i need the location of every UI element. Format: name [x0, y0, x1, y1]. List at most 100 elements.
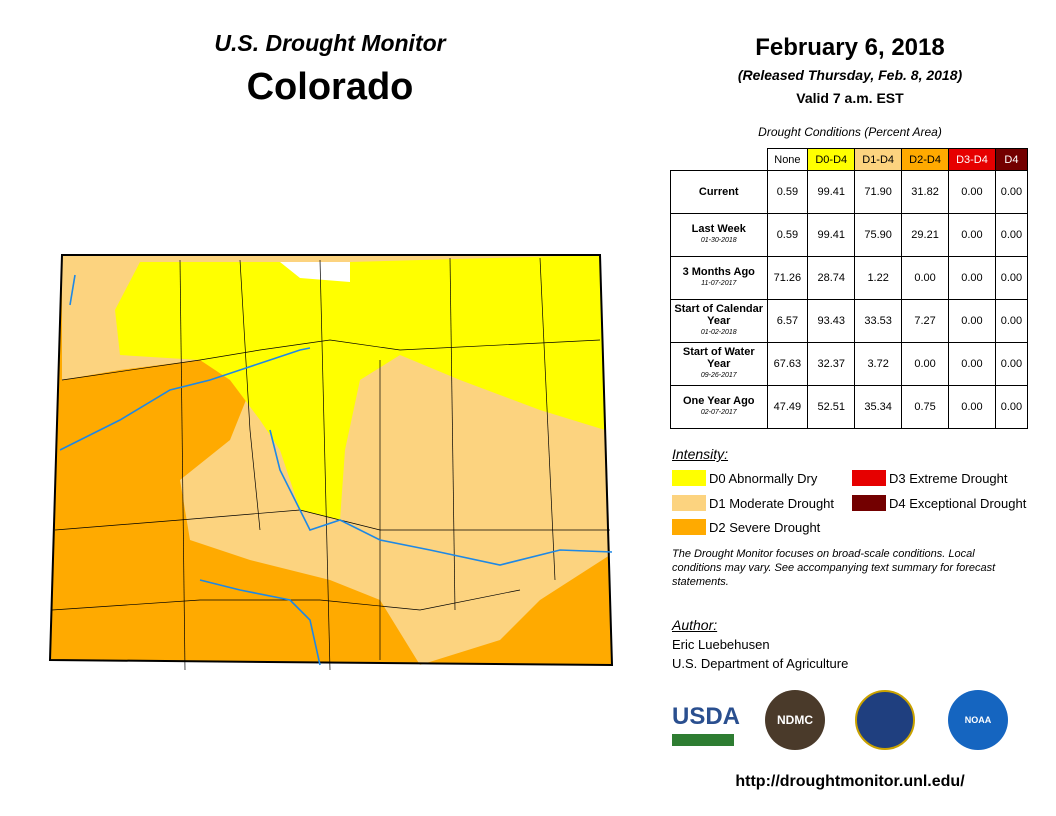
column-header: D2-D4 — [901, 148, 950, 171]
cell-value: 32.37 — [807, 342, 856, 386]
table-caption: Drought Conditions (Percent Area) — [758, 125, 942, 139]
cell-value: 0.00 — [994, 170, 1029, 214]
d0-area — [115, 255, 605, 520]
county-lines — [51, 257, 610, 671]
cell-value: 0.00 — [994, 342, 1029, 386]
cell-value: 0.00 — [994, 385, 1029, 429]
legend-swatch — [852, 495, 886, 511]
corner-cell — [671, 149, 768, 171]
cell-value: 0.00 — [948, 342, 996, 386]
cell-value: 31.82 — [901, 170, 950, 214]
author-name: Eric Luebehusen — [672, 637, 770, 652]
row-date: 01-30-2018 — [700, 237, 737, 244]
row-label-text: One Year Ago — [682, 395, 755, 407]
cell-value: 0.59 — [766, 213, 809, 257]
row-label-text: Current — [698, 186, 739, 198]
map — [48, 254, 614, 671]
legend-label: D2 Severe Drought — [709, 520, 821, 535]
cell-value: 0.00 — [948, 170, 996, 214]
cell-value: 71.26 — [766, 256, 809, 300]
cell-value: 28.74 — [807, 256, 856, 300]
legend-swatch — [852, 470, 886, 486]
cell-value: 93.43 — [807, 299, 856, 343]
cell-value: 0.00 — [948, 385, 996, 429]
state-outline — [48, 254, 614, 667]
cell-value: 47.49 — [766, 385, 809, 429]
row-label: Current — [670, 170, 768, 214]
legend-swatch — [672, 470, 706, 486]
row-date: 01-02-2018 — [700, 329, 737, 336]
author-title: Author: — [672, 617, 718, 633]
cell-value: 29.21 — [901, 213, 950, 257]
column-header: D0-D4 — [807, 148, 856, 171]
author-org: U.S. Department of Agriculture — [672, 656, 849, 671]
row-label-text: 3 Months Ago — [682, 266, 755, 278]
column-header: D1-D4 — [854, 148, 903, 171]
no-drought — [280, 262, 350, 282]
legend-swatch — [672, 519, 706, 535]
legend-label: D3 Extreme Drought — [889, 471, 1008, 486]
cell-value: 0.00 — [948, 213, 996, 257]
legend-title: Intensity: — [672, 446, 729, 462]
cell-value: 0.00 — [948, 256, 996, 300]
row-label: Start of Water Year 09-26-2017 — [670, 342, 768, 386]
cell-value: 67.63 — [766, 342, 809, 386]
cell-value: 99.41 — [807, 170, 856, 214]
row-date: 02-07-2017 — [700, 409, 737, 416]
cell-value: 0.00 — [994, 299, 1029, 343]
column-header: D4 — [994, 148, 1029, 171]
cell-value: 0.00 — [901, 256, 950, 300]
released: (Released Thursday, Feb. 8, 2018) — [737, 67, 963, 83]
cell-value: 35.34 — [854, 385, 903, 429]
usda-logo-field — [672, 734, 734, 746]
cell-value: 33.53 — [854, 299, 903, 343]
cell-value: 71.90 — [854, 170, 903, 214]
cell-value: 0.75 — [901, 385, 950, 429]
note: The Drought Monitor focuses on broad-sca… — [672, 548, 996, 588]
table-row: Start of Water Year 09-26-2017 67.63 32.37 3… — [670, 342, 1029, 386]
cell-value: 0.59 — [766, 170, 809, 214]
header-row: None D0-D4 D1-D4 D2-D4 D3-D4 D4 — [671, 148, 1029, 171]
usda-logo: USDA — [672, 703, 741, 730]
row-date: 09-26-2017 — [700, 372, 737, 379]
table-row: 3 Months Ago 11-07-2017 71.26 28.74 1.22 0.00… — [670, 256, 1029, 300]
doc-logo — [855, 690, 915, 750]
row-label: Start of Calendar Year 01-02-2018 — [670, 299, 768, 343]
row-label-text: Start of Calendar Year — [674, 303, 764, 327]
cell-value: 0.00 — [994, 256, 1029, 300]
legend-label: D4 Exceptional Drought — [889, 496, 1027, 511]
column-header: D3-D4 — [948, 148, 996, 171]
date: February 6, 2018 — [755, 34, 945, 61]
row-label: 3 Months Ago 11-07-2017 — [670, 256, 768, 300]
legend-label: D0 Abnormally Dry — [709, 471, 818, 486]
cell-value: 6.57 — [766, 299, 809, 343]
state: Colorado — [246, 66, 414, 108]
table-row: Start of Calendar Year 01-02-2018 6.57 93.4… — [670, 299, 1029, 343]
row-date: 11-07-2017 — [701, 280, 737, 287]
row-label-text: Start of Water Year — [682, 346, 755, 370]
table-row: Current 0.59 99.41 71.90 31.82 0.00 0.00 — [670, 170, 1029, 214]
cell-value: 7.27 — [901, 299, 950, 343]
cell-value: 1.22 — [854, 256, 903, 300]
valid: Valid 7 a.m. EST — [796, 90, 904, 106]
column-header: None — [766, 148, 809, 171]
cell-value: 0.00 — [901, 342, 950, 386]
conditions-table: None D0-D4 D1-D4 D2-D4 D3-D4 D4 Current 0.59 99.… — [670, 148, 1029, 429]
legend-swatch — [672, 495, 706, 511]
row-label: One Year Ago 02-07-2017 — [670, 385, 768, 429]
rivers — [59, 274, 613, 666]
title: U.S. Drought Monitor — [214, 30, 446, 56]
cell-value: 3.72 — [854, 342, 903, 386]
cell-value: 75.90 — [854, 213, 903, 257]
legend-label: D1 Moderate Drought — [709, 496, 835, 511]
url: http://droughtmonitor.unl.edu/ — [735, 773, 965, 790]
noaa-logo: NOAA — [948, 690, 1008, 750]
ndmc-logo: NDMC — [765, 690, 825, 750]
cell-value: 99.41 — [807, 213, 856, 257]
table-row: Last Week 01-30-2018 0.59 99.41 75.90 29.21 0.… — [670, 213, 1029, 257]
cell-value: 52.51 — [807, 385, 856, 429]
cell-value: 0.00 — [994, 213, 1029, 257]
table-row: One Year Ago 02-07-2017 47.49 52.51 35.34 0.7… — [670, 385, 1029, 429]
row-label-text: Last Week — [691, 223, 746, 235]
